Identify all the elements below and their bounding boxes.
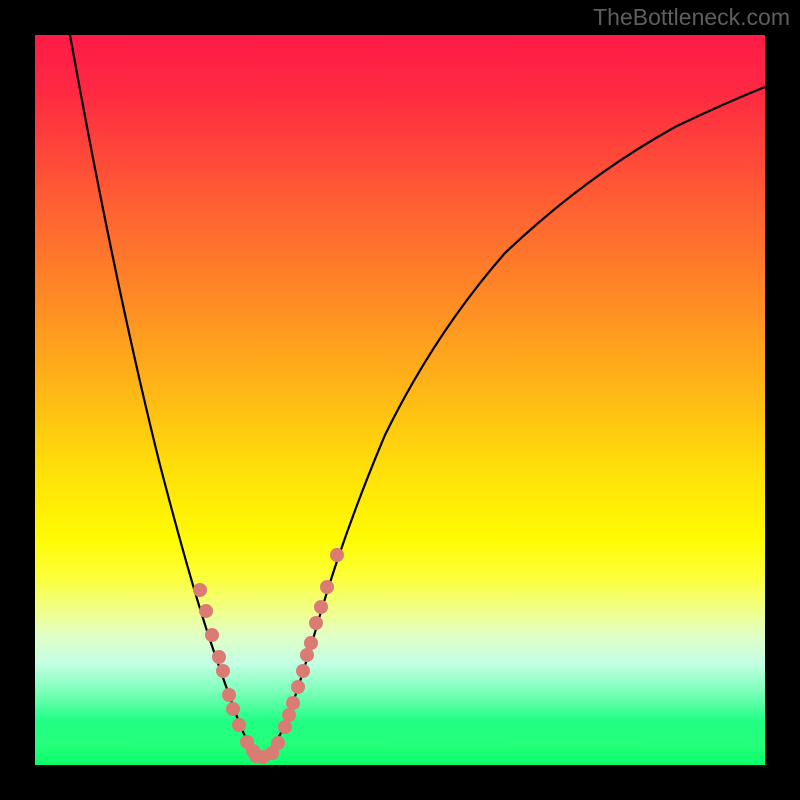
curve-marker [222, 688, 236, 702]
curve-right-branch [260, 87, 765, 759]
curve-marker [309, 616, 323, 630]
curve-marker [212, 650, 226, 664]
curve-marker [216, 664, 230, 678]
curve-marker [199, 604, 213, 618]
chart-plot-area [35, 35, 765, 765]
watermark-label: TheBottleneck.com [593, 4, 790, 31]
curve-marker [282, 708, 296, 722]
curve-marker [205, 628, 219, 642]
curve-marker [193, 583, 207, 597]
curve-marker [271, 736, 285, 750]
curve-left-branch [70, 35, 260, 759]
curve-marker [286, 696, 300, 710]
curve-marker [296, 664, 310, 678]
curve-marker [314, 600, 328, 614]
curve-marker [226, 702, 240, 716]
curve-marker [291, 680, 305, 694]
chart-svg-overlay [35, 35, 765, 765]
curve-marker [300, 648, 314, 662]
curve-marker [330, 548, 344, 562]
curve-marker [304, 636, 318, 650]
curve-marker [320, 580, 334, 594]
curve-markers-group [193, 548, 344, 764]
curve-marker [232, 718, 246, 732]
curve-marker [278, 720, 292, 734]
